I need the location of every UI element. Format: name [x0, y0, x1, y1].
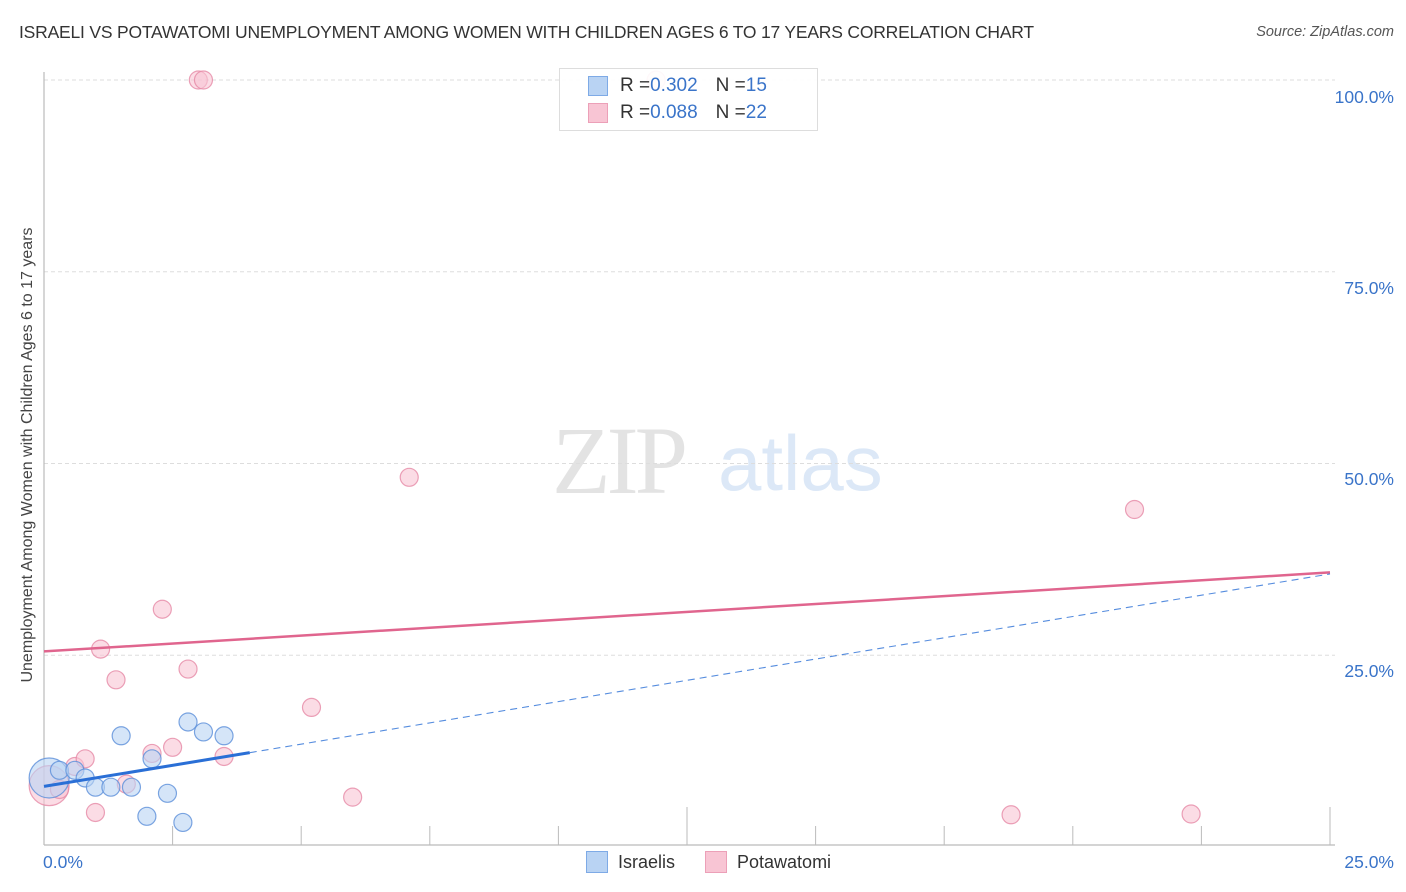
chart-title: ISRAELI VS POTAWATOMI UNEMPLOYMENT AMONG…	[19, 22, 1034, 42]
r-label: R =	[620, 75, 651, 96]
series-legend: Israelis Potawatomi	[586, 851, 861, 873]
legend-item-israelis[interactable]: Israelis	[586, 851, 675, 873]
data-point	[343, 787, 363, 807]
source-label: Source: ZipAtlas.com	[1256, 24, 1394, 40]
data-point	[163, 737, 183, 757]
legend-item-potawatomi[interactable]: Potawatomi	[705, 851, 831, 873]
potawatomi-swatch-icon	[588, 103, 608, 123]
data-point	[137, 806, 157, 826]
x-tick-0: 0.0%	[43, 852, 83, 872]
data-point	[399, 467, 419, 487]
r-label: R =	[620, 102, 651, 123]
axes	[43, 72, 1335, 846]
data-point	[193, 722, 214, 742]
data-point	[178, 659, 198, 679]
trend-lines	[43, 571, 1331, 788]
legend-row-israelis: R = 0.302 N = 15	[588, 74, 767, 98]
data-point	[106, 670, 126, 690]
israelis-swatch-icon	[586, 851, 608, 873]
n-value: 22	[745, 102, 767, 123]
watermark-zip: ZIP	[552, 407, 688, 514]
legend-label: Potawatomi	[737, 851, 832, 872]
n-label: N =	[715, 75, 746, 96]
n-label: N =	[715, 102, 746, 123]
correlation-legend: R = 0.302 N = 15 R = 0.088 N = 22	[559, 68, 818, 131]
x-tick-25: 25.0%	[1344, 852, 1394, 872]
data-point	[142, 749, 162, 769]
data-points	[28, 70, 1201, 833]
data-point	[1001, 805, 1021, 825]
israelis-swatch-icon	[588, 76, 608, 96]
data-point	[1181, 804, 1201, 824]
r-value: 0.302	[650, 75, 698, 96]
gridlines	[44, 79, 1335, 656]
data-point	[214, 726, 234, 746]
y-tick-100: 100.0%	[1334, 87, 1394, 107]
legend-label: Israelis	[618, 851, 676, 872]
data-point	[1124, 499, 1145, 520]
r-value: 0.088	[650, 102, 698, 123]
y-tick-50: 50.0%	[1344, 469, 1394, 489]
y-tick-25: 25.0%	[1344, 661, 1394, 681]
data-point	[111, 726, 131, 746]
potawatomi-swatch-icon	[705, 851, 728, 873]
data-point	[193, 70, 214, 90]
data-point	[173, 812, 193, 833]
n-value: 15	[745, 75, 767, 96]
data-point	[301, 697, 322, 718]
data-point	[152, 599, 172, 619]
data-point	[178, 712, 198, 732]
data-point	[121, 777, 142, 797]
data-point	[101, 777, 121, 797]
data-point	[85, 802, 106, 823]
data-point	[157, 783, 178, 803]
legend-row-potawatomi: R = 0.088 N = 22	[588, 101, 767, 125]
y-axis-label: Unemployment Among Women with Children A…	[19, 227, 36, 683]
y-tick-75: 75.0%	[1344, 278, 1394, 298]
